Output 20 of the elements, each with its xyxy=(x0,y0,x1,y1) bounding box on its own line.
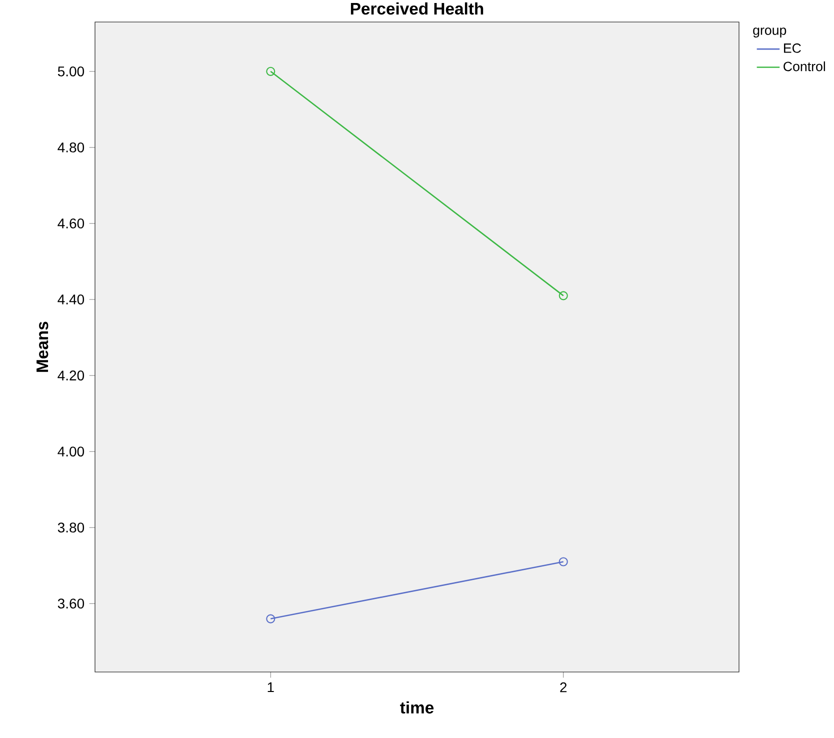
x-axis-title: time xyxy=(400,701,434,714)
legend-label: Control xyxy=(784,61,826,72)
y-tick-label: 4.80 xyxy=(58,142,84,152)
point xyxy=(266,614,276,624)
y-tick-label: 4.40 xyxy=(58,294,84,304)
x-tick-label: 1 xyxy=(268,682,274,692)
y-axis-title: Means xyxy=(36,322,48,372)
point xyxy=(558,291,568,300)
point xyxy=(266,66,276,76)
y-tick-label: 3.60 xyxy=(58,598,84,609)
y-tick-label: 3.80 xyxy=(58,522,84,533)
y-tick-label: 4.20 xyxy=(58,370,84,380)
y-tick-label: 4.60 xyxy=(58,218,84,228)
y-tick-label: 5.00 xyxy=(58,66,84,76)
y-tick-label: 4.00 xyxy=(58,446,84,456)
x-tick-label: 2 xyxy=(560,682,567,692)
legend-label: EC xyxy=(784,43,801,53)
legend-title: group xyxy=(753,28,786,38)
point xyxy=(558,557,568,566)
chart-title: Perceived Health xyxy=(350,2,484,15)
